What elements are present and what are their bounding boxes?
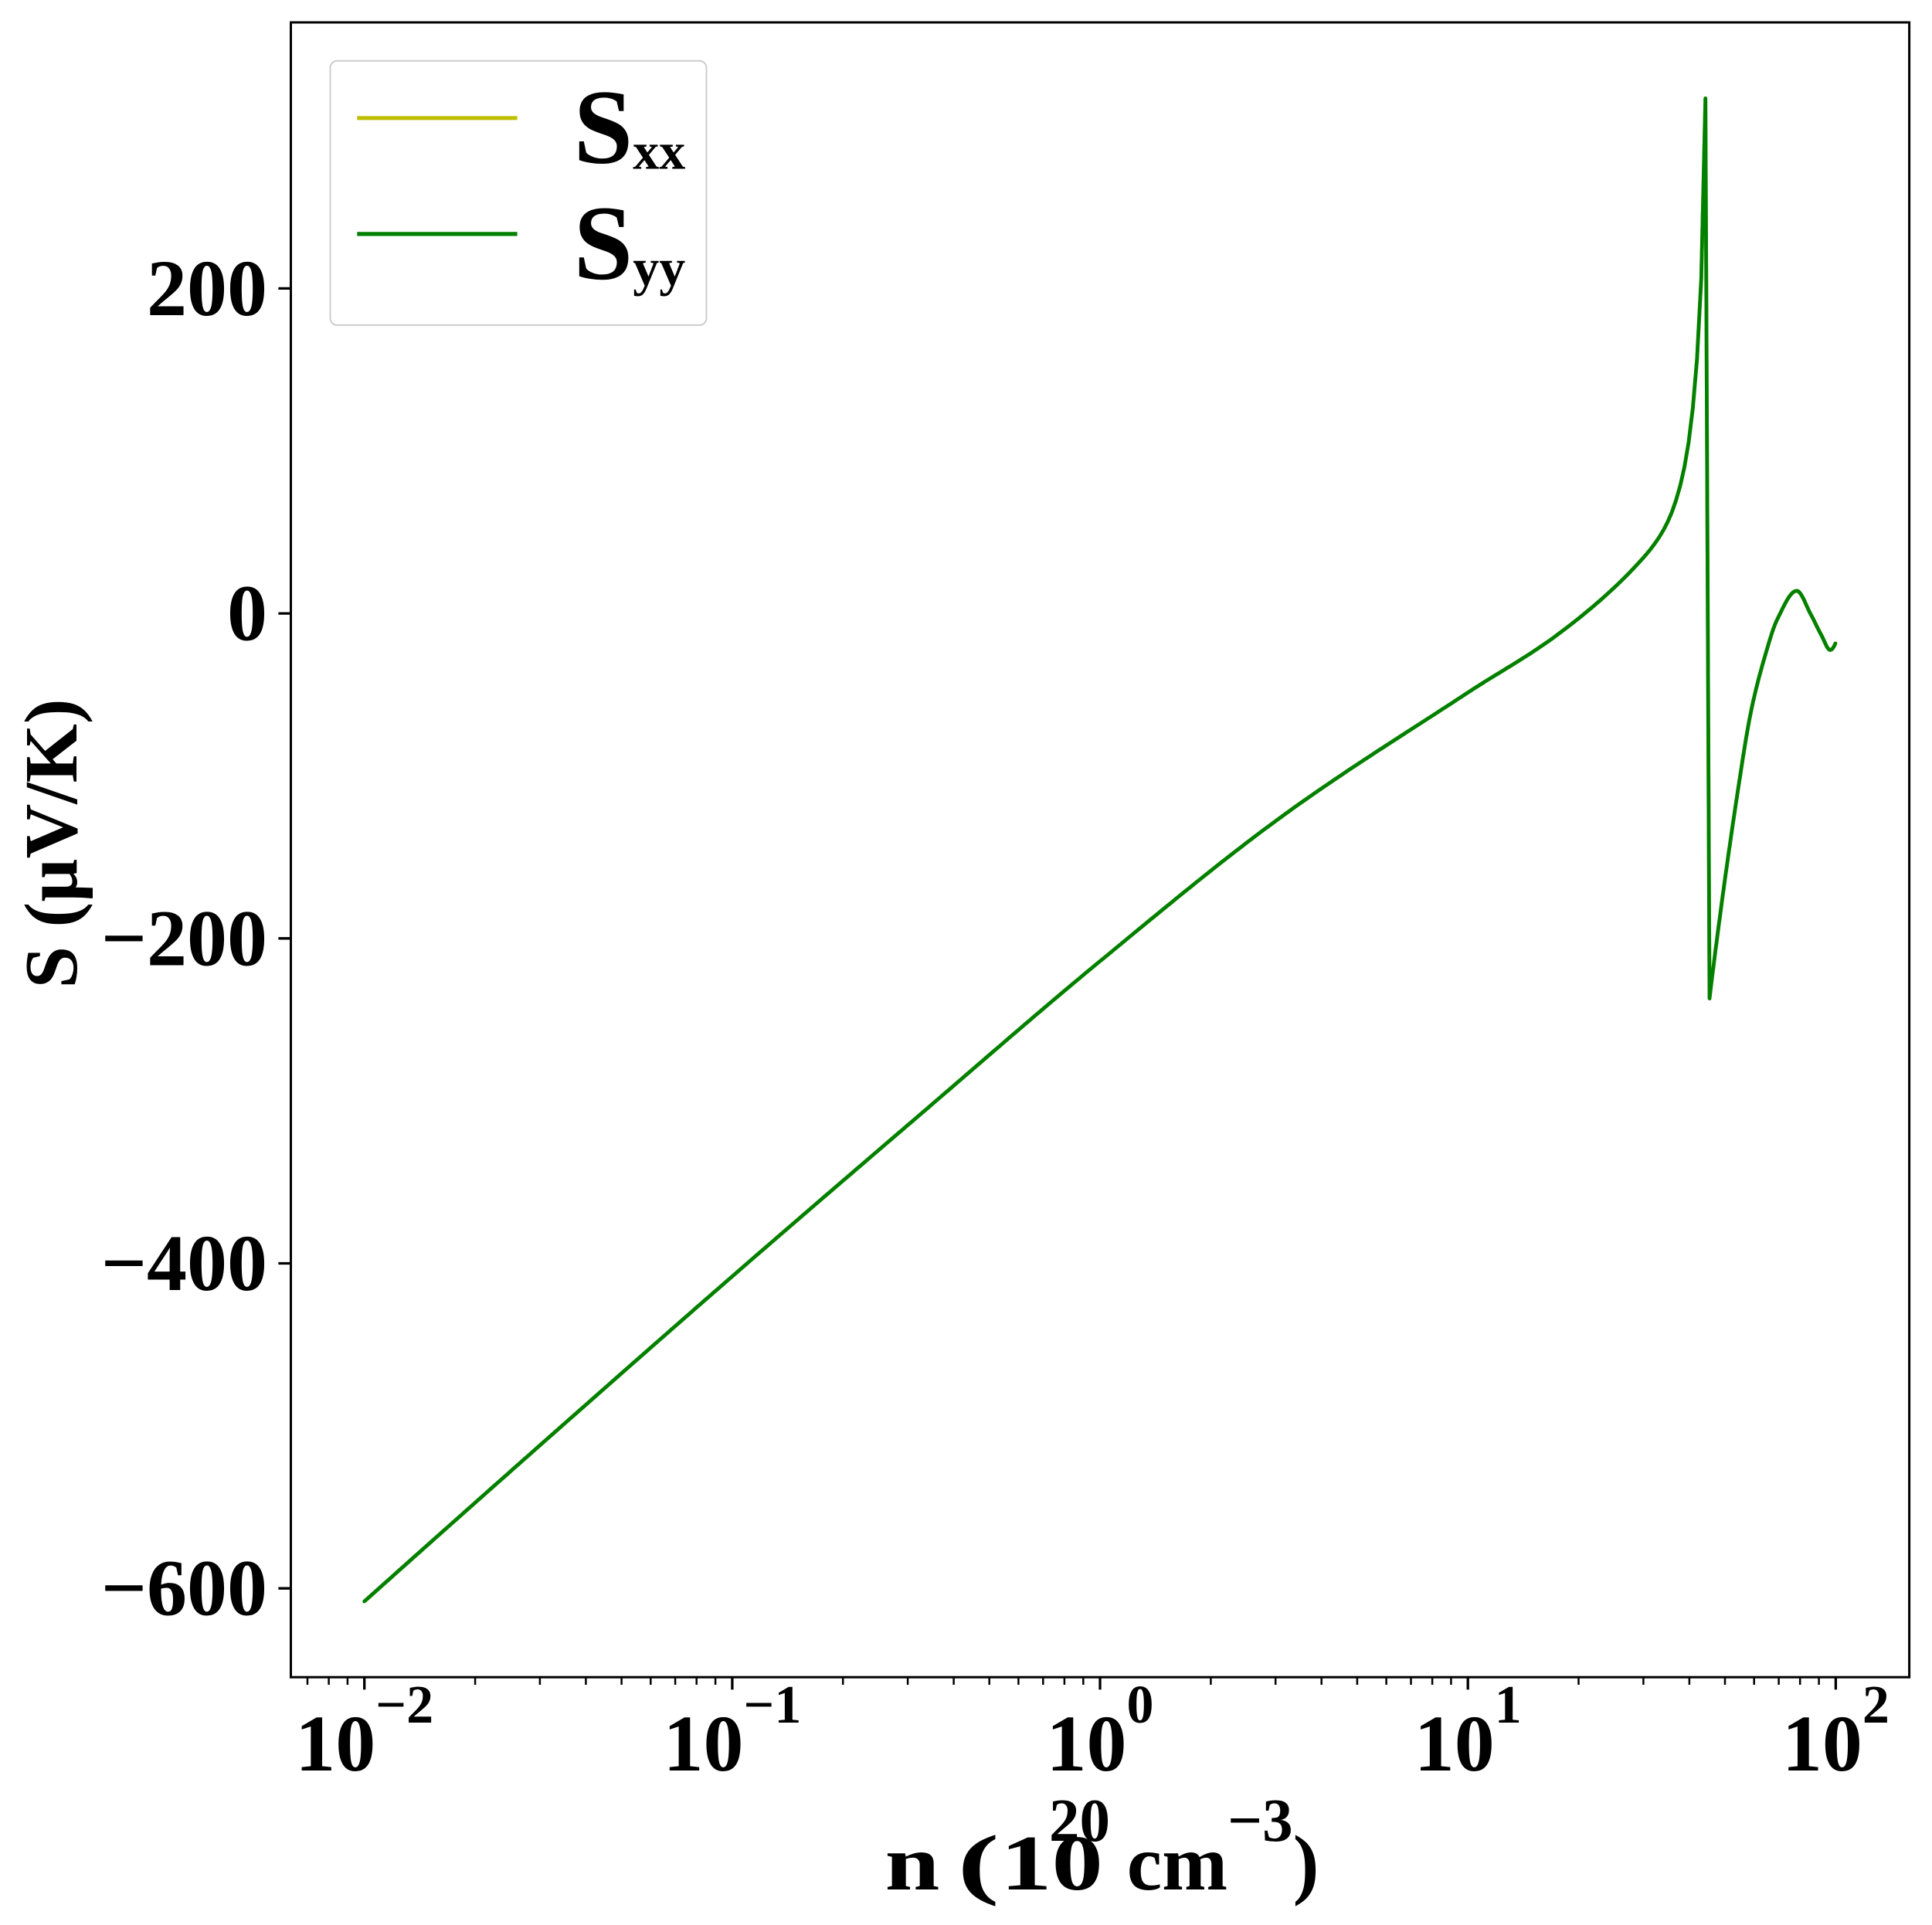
svg-text:20: 20 [1049, 1788, 1110, 1855]
svg-text:(: ( [957, 1820, 999, 1906]
svg-text:S (µV/K): S (µV/K) [10, 699, 93, 989]
svg-text:−200: −200 [101, 894, 267, 983]
svg-text:−600: −600 [101, 1544, 267, 1633]
svg-text:n: n [885, 1819, 940, 1906]
svg-text:200: 200 [147, 244, 267, 333]
svg-text:10: 10 [1000, 1819, 1103, 1906]
svg-text:0: 0 [227, 569, 267, 658]
svg-text:−400: −400 [101, 1219, 267, 1308]
